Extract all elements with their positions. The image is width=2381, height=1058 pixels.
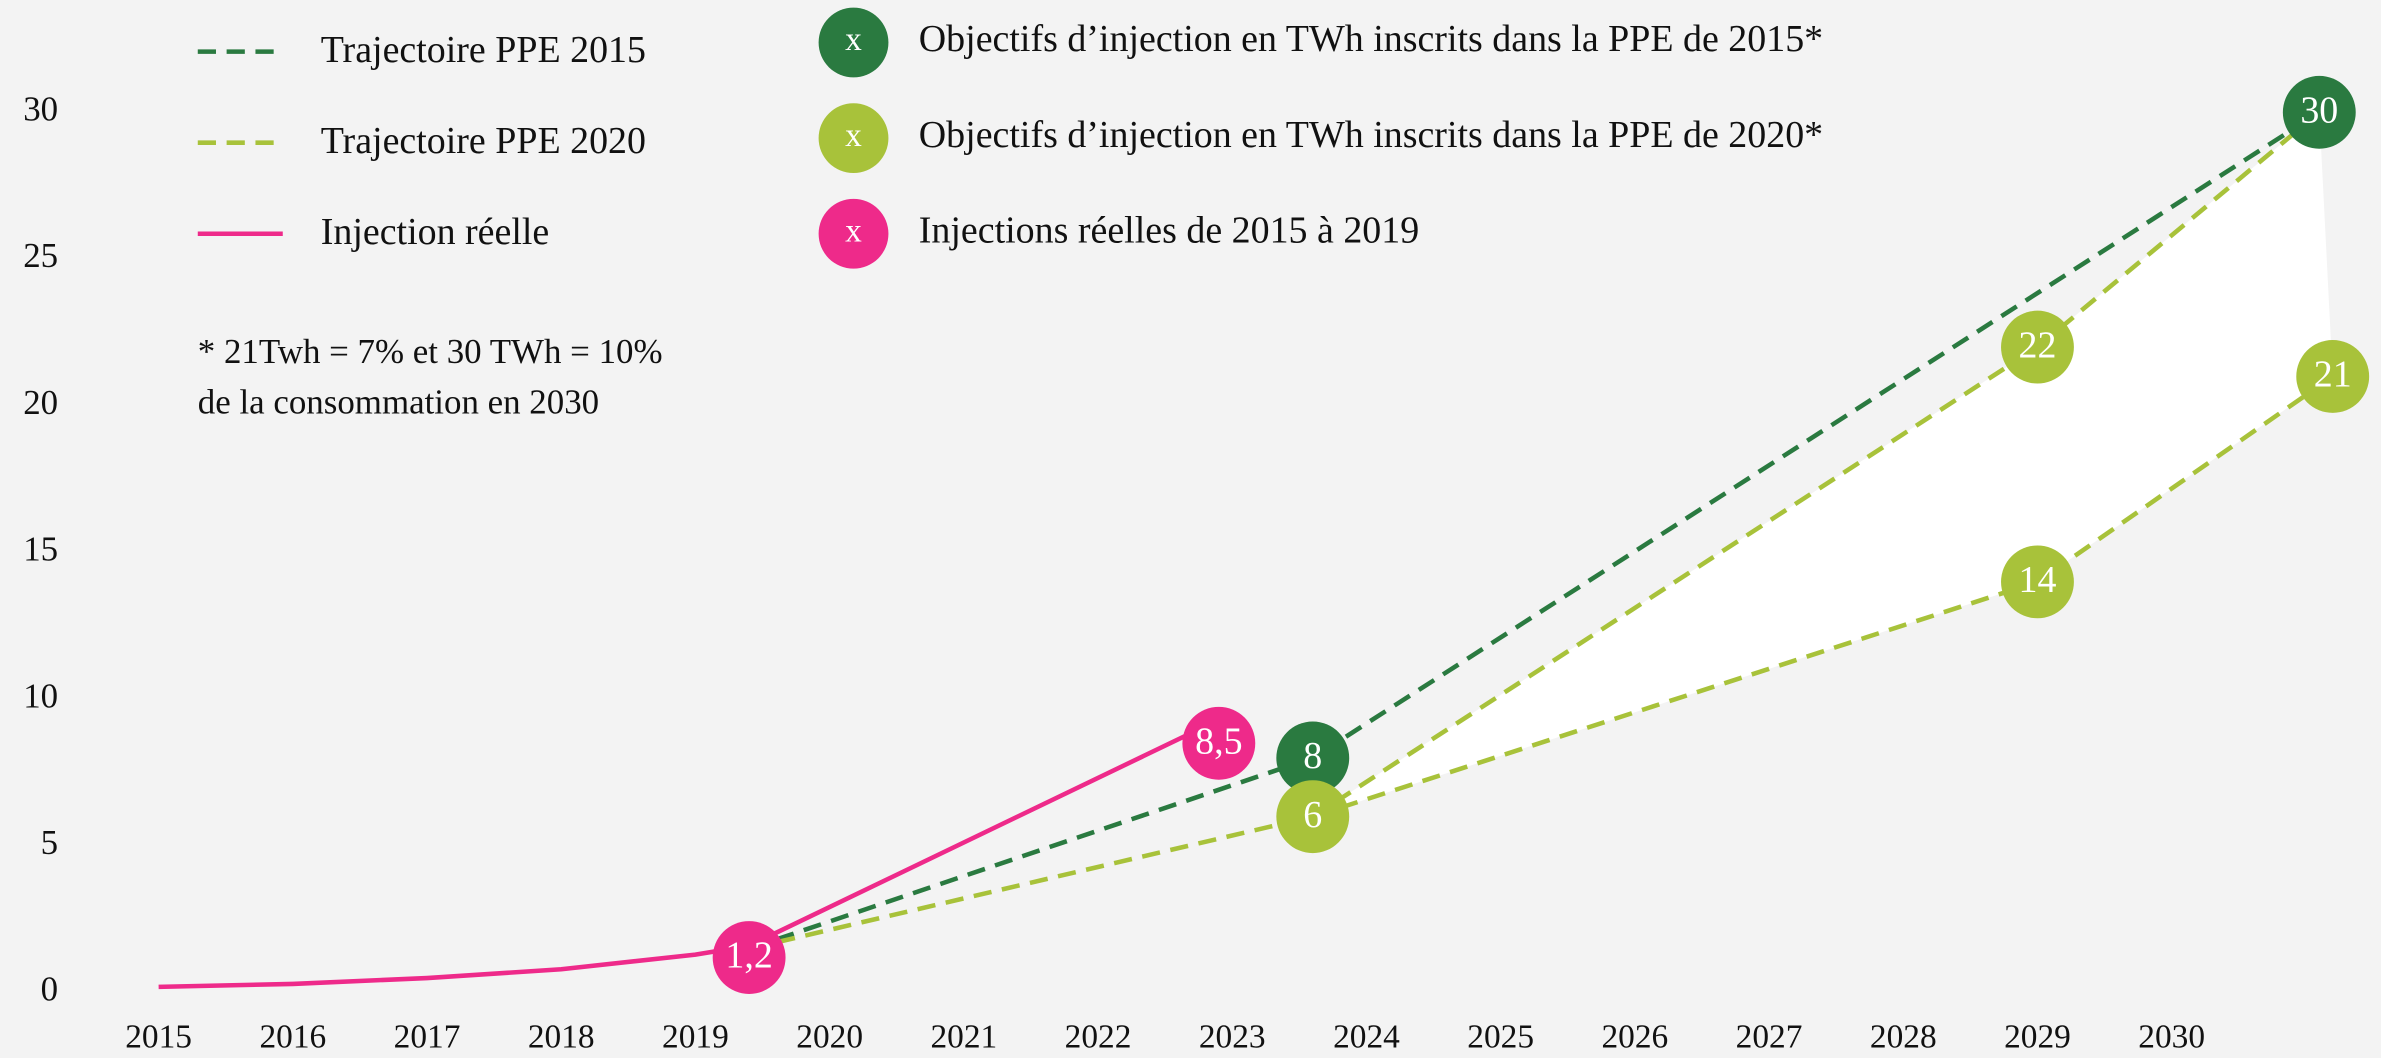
marker bbox=[2296, 340, 2370, 413]
data-label: 22 bbox=[2018, 324, 2056, 366]
y-tick-label: 15 bbox=[23, 530, 58, 569]
y-tick-label: 20 bbox=[23, 383, 58, 422]
x-tick-label: 2015 bbox=[125, 1018, 192, 1055]
data-label: 6 bbox=[1303, 794, 1322, 836]
x-tick-label: 2022 bbox=[1065, 1018, 1132, 1055]
x-tick-label: 2016 bbox=[259, 1018, 326, 1055]
marker bbox=[712, 921, 786, 994]
marker bbox=[2001, 545, 2074, 619]
x-tick-label: 2024 bbox=[1333, 1018, 1400, 1055]
marker bbox=[1276, 721, 1350, 795]
x-tick-label: 2029 bbox=[2004, 1018, 2071, 1055]
marker bbox=[2001, 310, 2074, 384]
legend-marker bbox=[818, 103, 889, 174]
data-label: 8,5 bbox=[1195, 721, 1242, 763]
x-tick-label: 2017 bbox=[394, 1018, 461, 1055]
legend-marker bbox=[818, 7, 889, 78]
y-tick-label: 25 bbox=[23, 236, 58, 275]
y-tick-label: 0 bbox=[41, 970, 58, 1009]
marker bbox=[2282, 75, 2356, 149]
legend-label: Trajectoire PPE 2020 bbox=[321, 120, 646, 162]
note: de la consommation en 2030 bbox=[198, 382, 599, 421]
data-label: 8 bbox=[1303, 735, 1322, 777]
x-tick-label: 2028 bbox=[1870, 1018, 1937, 1055]
legend-label: Injections réelles de 2015 à 2019 bbox=[919, 209, 1419, 251]
marker bbox=[1182, 706, 1256, 780]
legend-label: Objectifs d’injection en TWh inscrits da… bbox=[919, 114, 1823, 156]
data-label: 1,2 bbox=[725, 935, 772, 977]
x-tick-label: 2019 bbox=[662, 1018, 729, 1055]
x-tick-label: 2021 bbox=[930, 1018, 997, 1055]
x-tick-label: 2026 bbox=[1601, 1018, 1668, 1055]
shaded-zone bbox=[1312, 112, 2333, 817]
x-tick-label: 2023 bbox=[1199, 1018, 1266, 1055]
line bbox=[158, 717, 1220, 990]
legend-label: Injection réelle bbox=[321, 211, 550, 253]
y-tick-label: 30 bbox=[23, 89, 58, 128]
x-tick-label: 2025 bbox=[1467, 1018, 1534, 1055]
legend-symbol: x bbox=[845, 212, 862, 249]
x-tick-label: 2027 bbox=[1736, 1018, 1803, 1055]
legend-marker bbox=[818, 198, 889, 269]
data-label: 21 bbox=[2314, 354, 2352, 396]
legend-symbol: x bbox=[845, 117, 862, 154]
legend-label: Trajectoire PPE 2015 bbox=[321, 29, 646, 71]
line bbox=[748, 110, 2321, 951]
x-tick-label: 2030 bbox=[2138, 1018, 2205, 1055]
legend-symbol: x bbox=[845, 21, 862, 58]
data-label: 30 bbox=[2300, 90, 2338, 132]
y-tick-label: 10 bbox=[23, 676, 58, 715]
y-tick-label: 5 bbox=[41, 823, 58, 862]
note: * 21Twh = 7% et 30 TWh = 10% bbox=[198, 332, 663, 371]
x-tick-label: 2018 bbox=[528, 1018, 595, 1055]
x-tick-label: 2020 bbox=[796, 1018, 863, 1055]
legend-label: Objectifs d’injection en TWh inscrits da… bbox=[919, 18, 1823, 60]
marker bbox=[1276, 780, 1350, 854]
data-label: 14 bbox=[2018, 559, 2056, 601]
